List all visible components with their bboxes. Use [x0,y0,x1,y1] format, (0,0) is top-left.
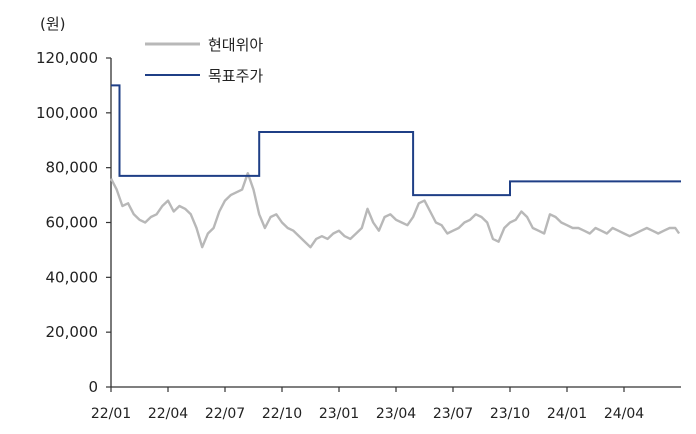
y-tick-label: 80,000 [46,159,99,177]
x-tick-label: 24/01 [547,406,587,422]
legend: 현대위아 목표주가 [145,36,263,85]
x-tick-label: 23/04 [376,406,416,422]
x-axis-ticks: 22/01 22/04 22/07 22/10 23/01 23/04 23/07 23/10… [91,387,644,422]
y-axis-ticks: 0 20,000 40,000 60,000 80,000 100,000 120,000 [36,49,111,396]
x-tick-label: 24/04 [604,406,644,422]
y-tick-label: 60,000 [46,214,99,232]
series-line-hyundai-wia [109,171,681,249]
y-tick-label: 0 [88,378,98,396]
y-unit-label: (원) [40,15,66,33]
x-tick-label: 22/01 [91,406,131,422]
y-tick-label: 20,000 [46,323,99,341]
x-tick-label: 23/07 [433,406,473,422]
x-tick-label: 23/01 [319,406,359,422]
legend-label-hyundai-wia: 현대위아 [208,36,263,54]
x-tick-label: 22/10 [262,406,302,422]
x-tick-label: 22/07 [205,406,245,422]
y-tick-label: 120,000 [36,49,98,67]
x-tick-label: 23/10 [490,406,530,422]
y-tick-label: 40,000 [46,268,99,286]
y-tick-label: 100,000 [36,104,98,122]
series-lines [109,84,681,249]
x-tick-label: 22/04 [148,406,188,422]
legend-label-target-price: 목표주가 [208,67,263,85]
series-line-target-price [111,84,681,197]
